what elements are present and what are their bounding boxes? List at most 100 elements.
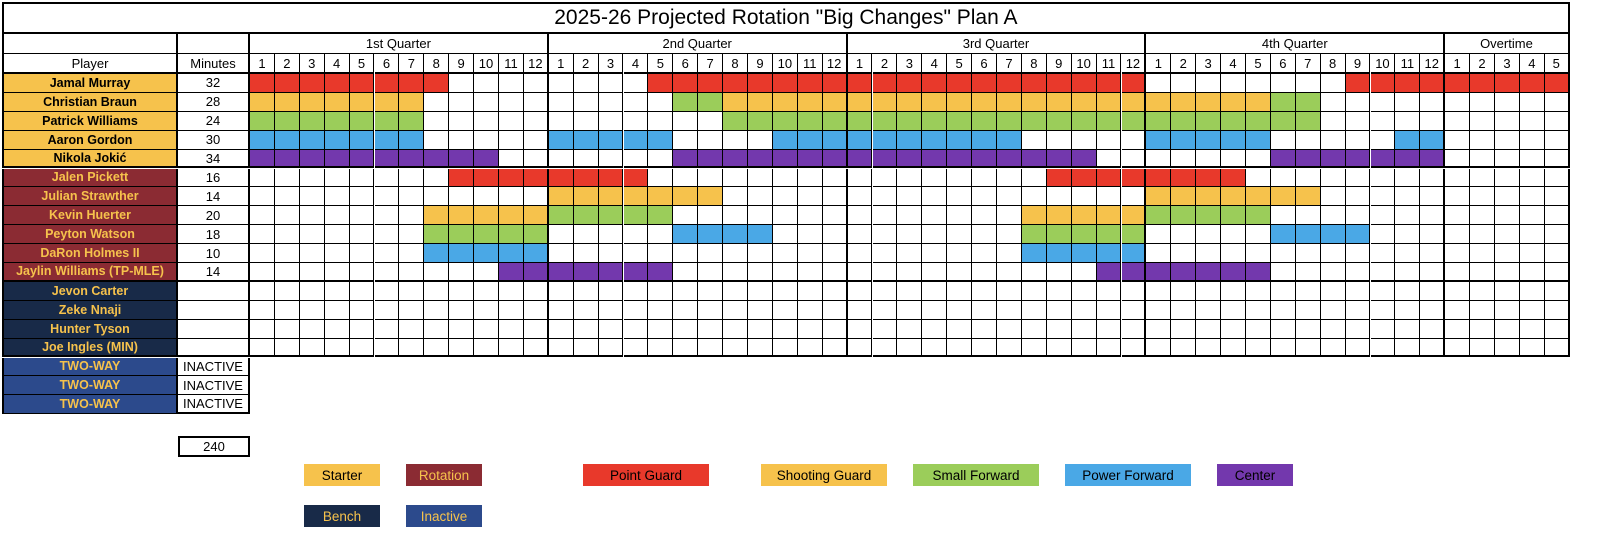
rotation-cell — [598, 111, 624, 131]
minute-header: 10 — [1071, 54, 1097, 74]
minute-header: 2 — [274, 54, 300, 74]
rotation-cell — [723, 225, 748, 245]
rotation-cell — [499, 263, 524, 282]
rotation-cell — [822, 130, 848, 150]
rotation-cell — [922, 111, 948, 131]
rotation-cell — [1146, 92, 1172, 112]
player-minutes-cell: 18 — [178, 225, 250, 245]
rotation-cell — [1146, 319, 1172, 339]
rotation-cell — [1295, 149, 1321, 169]
player-minutes-cell: INACTIVE — [178, 357, 250, 377]
player-name-cell: Jalen Pickett — [2, 168, 178, 188]
rotation-cell — [1295, 263, 1321, 282]
rotation-cell — [1320, 168, 1346, 188]
rotation-cell — [1146, 168, 1172, 188]
rotation-cell — [947, 168, 973, 188]
rotation-cell — [1420, 168, 1446, 188]
rotation-cell — [573, 187, 599, 207]
rotation-cell — [623, 149, 649, 169]
rotation-cell — [947, 187, 973, 207]
rotation-cell — [274, 244, 300, 263]
rotation-cell — [1470, 130, 1495, 150]
rotation-cell — [698, 244, 724, 263]
rotation-cell — [274, 338, 300, 358]
rotation-cell — [748, 244, 773, 263]
rotation-cell — [449, 338, 475, 358]
player-name-cell: Hunter Tyson — [2, 319, 178, 339]
rotation-cell — [997, 263, 1022, 282]
rotation-cell — [1544, 111, 1570, 131]
rotation-cell — [299, 130, 325, 150]
rotation-cell — [374, 281, 400, 301]
rotation-cell — [499, 338, 524, 358]
rotation-cell — [772, 263, 798, 282]
player-minutes-cell — [178, 338, 250, 358]
rotation-cell — [822, 225, 848, 245]
rotation-cell — [897, 244, 923, 263]
player-name-cell: Jaylin Williams (TP-MLE) — [2, 263, 178, 282]
rotation-cell — [1470, 319, 1495, 339]
rotation-cell — [1146, 206, 1172, 226]
minute-header: 7 — [698, 54, 724, 74]
rotation-cell — [299, 168, 325, 188]
rotation-cell — [1544, 244, 1570, 263]
rotation-cell — [1445, 338, 1471, 358]
rotation-cell — [1544, 225, 1570, 245]
rotation-cell — [847, 319, 873, 339]
rotation-cell — [822, 263, 848, 282]
rotation-cell — [573, 338, 599, 358]
rotation-cell — [349, 300, 375, 320]
rotation-cell — [349, 74, 375, 93]
rotation-cell — [872, 92, 898, 112]
rotation-cell — [1370, 206, 1396, 226]
rotation-cell — [1495, 92, 1520, 112]
rotation-cell — [1470, 281, 1495, 301]
minute-header: 6 — [673, 54, 699, 74]
rotation-cell — [523, 92, 549, 112]
rotation-cell — [274, 319, 300, 339]
rotation-cell — [1246, 168, 1271, 188]
rotation-cell — [723, 263, 748, 282]
rotation-cell — [449, 263, 475, 282]
rotation-cell — [1221, 319, 1246, 339]
player-minutes-cell — [178, 319, 250, 339]
rotation-cell — [972, 149, 997, 169]
rotation-cell — [1420, 74, 1446, 93]
minute-header: 4 — [324, 54, 350, 74]
rotation-cell — [1295, 225, 1321, 245]
rotation-cell — [1046, 74, 1072, 93]
rotation-cell — [772, 168, 798, 188]
rotation-cell — [822, 281, 848, 301]
rotation-cell — [797, 338, 823, 358]
rotation-cell — [623, 300, 649, 320]
rotation-cell — [1495, 300, 1520, 320]
rotation-cell — [1420, 281, 1446, 301]
player-minutes-cell: 32 — [178, 74, 250, 93]
rotation-cell — [598, 281, 624, 301]
minute-header: 11 — [499, 54, 524, 74]
rotation-cell — [1345, 263, 1371, 282]
minute-header: 11 — [797, 54, 823, 74]
rotation-cell — [349, 92, 375, 112]
rotation-cell — [349, 168, 375, 188]
rotation-cell — [797, 130, 823, 150]
rotation-cell — [1146, 187, 1172, 207]
rotation-cell — [1196, 319, 1222, 339]
rotation-cell — [1495, 281, 1520, 301]
rotation-cell — [972, 225, 997, 245]
rotation-cell — [523, 319, 549, 339]
player-name-cell: Zeke Nnaji — [2, 300, 178, 320]
rotation-cell — [1146, 149, 1172, 169]
rotation-cell — [1196, 92, 1222, 112]
rotation-cell — [947, 149, 973, 169]
rotation-cell — [1370, 111, 1396, 131]
rotation-cell — [1370, 244, 1396, 263]
rotation-cell — [822, 338, 848, 358]
rotation-cell — [772, 149, 798, 169]
rotation-cell — [1071, 111, 1097, 131]
rotation-cell — [548, 244, 574, 263]
rotation-cell — [449, 206, 475, 226]
rotation-cell — [1420, 92, 1446, 112]
rotation-cell — [1395, 111, 1421, 131]
rotation-cell — [673, 168, 699, 188]
